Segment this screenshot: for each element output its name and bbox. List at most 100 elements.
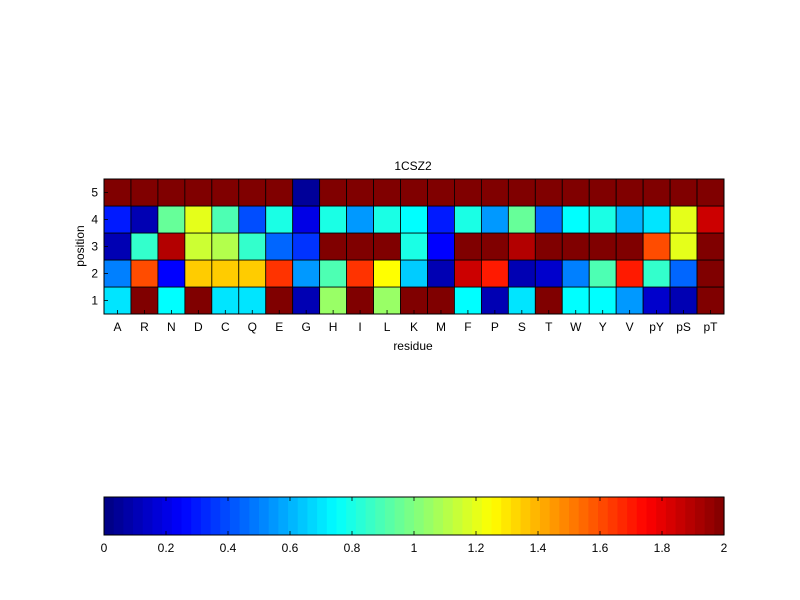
colorbar-swatch: [278, 497, 289, 535]
colorbar-swatch: [578, 497, 589, 535]
heatmap-cell: [373, 286, 401, 315]
colorbar-swatch: [714, 497, 725, 535]
heatmap-cell: [480, 259, 509, 288]
x-axis-label: residue: [393, 339, 433, 353]
colorbar-swatch: [288, 497, 299, 535]
heatmap-cell: [238, 259, 267, 288]
heatmap-cell: [561, 286, 590, 315]
heatmap-cell: [454, 178, 482, 207]
heatmap-cell: [265, 205, 294, 234]
colorbar-swatch: [104, 497, 115, 535]
colorbar-tick-label: 0.2: [158, 541, 175, 555]
heatmap-cell: [507, 178, 536, 207]
x-tick-label: Y: [599, 320, 607, 334]
colorbar-swatch: [268, 497, 279, 535]
heatmap-cell: [103, 259, 132, 288]
x-tick-label: N: [167, 320, 176, 334]
colorbar-swatch: [665, 497, 677, 535]
heatmap-cell: [669, 286, 698, 315]
heatmap-cell: [534, 205, 563, 234]
heatmap-cell: [615, 286, 644, 315]
colorbar-swatch: [162, 497, 173, 535]
heatmap-cell: [157, 232, 186, 261]
heatmap-cell: [454, 286, 482, 315]
heatmap: [103, 178, 725, 315]
y-tick-label: 2: [91, 267, 98, 281]
x-tick-label: E: [275, 320, 283, 334]
heatmap-cell: [373, 178, 401, 207]
x-tick-label: C: [221, 320, 230, 334]
y-tick-label: 4: [91, 213, 98, 227]
colorbar-swatch: [520, 497, 531, 535]
colorbar-tick-label: 2: [721, 541, 728, 555]
heatmap-cell: [507, 205, 536, 234]
heatmap-cell: [615, 232, 644, 261]
colorbar-swatch: [336, 497, 347, 535]
colorbar: [104, 497, 725, 535]
heatmap-cell: [130, 232, 159, 261]
x-tick-label: H: [329, 320, 338, 334]
heatmap-cell: [696, 232, 725, 261]
heatmap-cell: [534, 232, 563, 261]
heatmap-cell: [588, 259, 617, 288]
y-tick-label: 1: [91, 294, 98, 308]
colorbar-swatch: [569, 497, 580, 535]
heatmap-cell: [696, 286, 725, 315]
colorbar-swatch: [559, 497, 570, 535]
heatmap-cell: [346, 178, 374, 207]
heatmap-cell: [615, 259, 644, 288]
heatmap-cell: [480, 205, 509, 234]
heatmap-cell: [130, 286, 159, 315]
colorbar-swatch: [636, 497, 648, 535]
heatmap-cell: [534, 286, 563, 315]
heatmap-cell: [454, 232, 482, 261]
heatmap-cell: [103, 205, 132, 234]
x-tick-label: M: [436, 320, 446, 334]
x-tick-label: S: [518, 320, 526, 334]
heatmap-cell: [319, 205, 348, 234]
heatmap-cell: [238, 232, 267, 261]
heatmap-cell: [346, 232, 374, 261]
heatmap-cell: [588, 286, 617, 315]
heatmap-cell: [211, 259, 240, 288]
colorbar-swatch: [259, 497, 270, 535]
heatmap-cell: [238, 178, 267, 207]
colorbar-swatch: [346, 497, 357, 535]
colorbar-swatch: [404, 497, 415, 535]
heatmap-cell: [642, 232, 671, 261]
heatmap-cell: [346, 205, 374, 234]
heatmap-cell: [238, 205, 267, 234]
heatmap-cell: [669, 232, 698, 261]
x-tick-label: R: [140, 320, 149, 334]
heatmap-cell: [130, 259, 159, 288]
heatmap-cell: [696, 178, 725, 207]
heatmap-cell: [669, 205, 698, 234]
colorbar-swatch: [220, 497, 231, 535]
heatmap-cell: [480, 232, 509, 261]
colorbar-swatch: [210, 497, 221, 535]
colorbar-swatch: [539, 497, 551, 535]
colorbar-tick-label: 1: [411, 541, 418, 555]
heatmap-cell: [534, 178, 563, 207]
colorbar-swatch: [443, 497, 454, 535]
heatmap-cell: [642, 205, 671, 234]
colorbar-swatch: [530, 497, 541, 535]
colorbar-swatch: [365, 497, 376, 535]
heatmap-cell: [265, 178, 294, 207]
colorbar-swatch: [656, 497, 667, 535]
heatmap-cell: [184, 178, 213, 207]
heatmap-cell: [588, 178, 617, 207]
colorbar-swatch: [675, 497, 686, 535]
chart-title: 1CSZ2: [394, 159, 432, 173]
colorbar-swatch: [317, 497, 328, 535]
heatmap-cell: [561, 232, 590, 261]
heatmap-cell: [157, 259, 186, 288]
heatmap-cell: [373, 259, 401, 288]
colorbar-swatch: [200, 497, 212, 535]
heatmap-cell: [184, 286, 213, 315]
heatmap-cell: [642, 259, 671, 288]
x-tick-label: G: [302, 320, 311, 334]
colorbar-swatch: [229, 497, 241, 535]
heatmap-cell: [588, 205, 617, 234]
